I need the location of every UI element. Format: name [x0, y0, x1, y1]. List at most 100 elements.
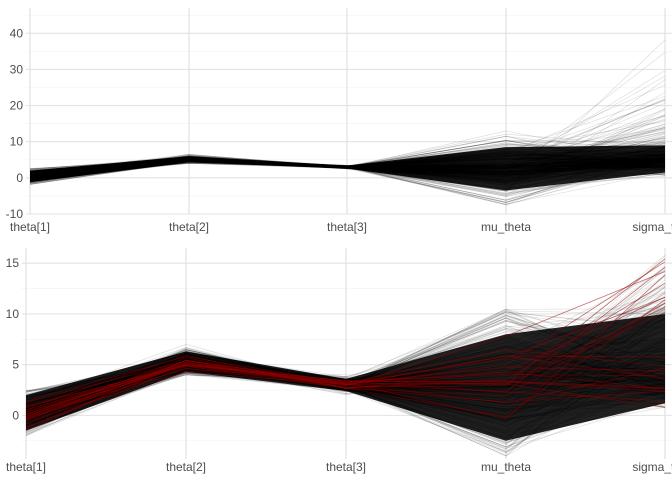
draws-dense-band [30, 145, 665, 191]
draw-line [29, 140, 666, 179]
draw-line [29, 157, 666, 181]
draw-line [29, 155, 666, 181]
draw-line [29, 158, 666, 176]
draw-line [29, 160, 666, 179]
draw-line [29, 151, 666, 178]
draw-line [29, 149, 666, 179]
draw-line [29, 154, 666, 176]
draw-line [29, 149, 666, 178]
draw-line [29, 157, 666, 183]
draw-line [29, 161, 666, 181]
draw-line [29, 141, 666, 180]
draw-line [29, 160, 666, 177]
draw-line [29, 145, 666, 173]
draw-line [29, 155, 666, 186]
draw-line [29, 150, 666, 184]
draw-line [29, 129, 666, 174]
draw-line [29, 153, 666, 177]
draw-line [29, 135, 666, 183]
draw-line [29, 157, 666, 181]
draw-line [29, 159, 666, 181]
draw-line [29, 159, 666, 176]
draw-line [29, 154, 666, 179]
draw-line [29, 158, 666, 182]
draw-line [29, 157, 666, 175]
draw-line [29, 136, 666, 182]
draw-line [29, 136, 666, 180]
draw-line [29, 154, 666, 179]
draw-line [29, 136, 666, 177]
draw-line [29, 148, 666, 179]
draw-line [29, 152, 666, 182]
draw-line [29, 143, 666, 180]
draw-line [25, 366, 666, 434]
draw-line [29, 146, 666, 184]
draw-line [29, 156, 666, 178]
draw-line [29, 146, 666, 177]
draw-line [29, 156, 666, 196]
draw-line [29, 147, 666, 174]
draw-line [29, 158, 666, 176]
draw-line [29, 157, 666, 177]
draw-line [29, 151, 666, 179]
draw-line [29, 149, 666, 172]
draw-line [29, 144, 666, 177]
draw-line [29, 144, 666, 176]
draw-line [25, 353, 666, 430]
draw-line [29, 151, 666, 174]
draw-line [29, 156, 666, 180]
draw-line [29, 145, 666, 182]
draw-line [29, 147, 666, 192]
draw-line [29, 157, 666, 174]
draw-line [29, 155, 666, 176]
draw-line [25, 338, 666, 424]
draw-line [29, 157, 666, 176]
draw-line [29, 147, 666, 178]
draw-line [29, 145, 666, 182]
draw-line [29, 145, 666, 174]
draw-line [29, 159, 666, 176]
draw-line [29, 149, 666, 173]
draw-line [29, 150, 666, 178]
draw-line [29, 158, 666, 179]
draw-line [29, 149, 666, 196]
draw-line [29, 150, 666, 174]
draw-line [29, 160, 666, 177]
x-tick-label: theta[2] [169, 220, 209, 234]
draw-line [29, 143, 666, 177]
draw-line [29, 155, 666, 182]
draw-line [29, 155, 666, 182]
draw-line [29, 159, 666, 182]
draw-line [29, 149, 666, 184]
draw-line [29, 123, 666, 176]
draw-line [29, 158, 666, 184]
draw-line [25, 354, 666, 417]
draw-line [29, 157, 666, 176]
draw-line [29, 158, 666, 174]
draw-line [29, 115, 666, 180]
draw-line [29, 160, 666, 179]
highlighted-draw-lines [25, 258, 666, 431]
draw-line [29, 160, 666, 182]
x-tick-label: theta[3] [327, 220, 367, 234]
draw-line [29, 154, 666, 180]
draw-line [29, 156, 666, 174]
draw-line [29, 161, 666, 183]
draw-line [29, 153, 666, 178]
draw-line [29, 100, 666, 173]
draw-line [29, 160, 666, 178]
draw-line [29, 137, 666, 176]
draw-line [29, 133, 666, 178]
draw-line [29, 156, 666, 176]
draw-line [25, 350, 666, 400]
draw-line [29, 156, 666, 181]
x-tick-label: mu_theta [481, 220, 531, 234]
draw-line [29, 98, 666, 181]
draw-line [29, 158, 666, 192]
x-tick-label: theta[3] [326, 460, 366, 474]
draw-line [29, 153, 666, 184]
draw-line [29, 158, 666, 178]
draw-line [29, 157, 666, 201]
draw-line [29, 155, 666, 177]
draw-line [25, 358, 666, 412]
